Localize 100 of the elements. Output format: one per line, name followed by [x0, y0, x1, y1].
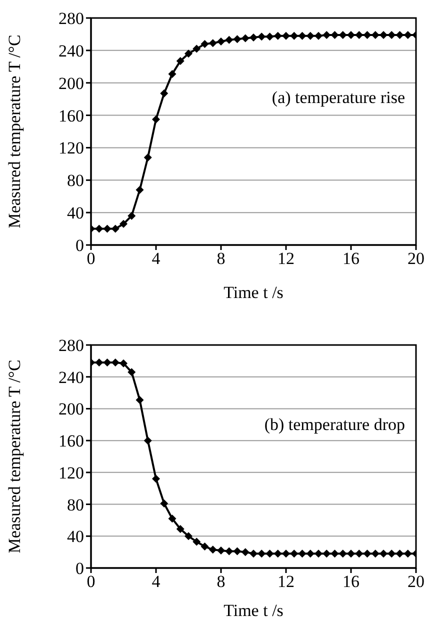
point: [396, 31, 404, 40]
point: [192, 538, 201, 546]
point: [330, 550, 339, 558]
point: [160, 89, 168, 98]
y-axis-title: Measured temperature T /°C: [5, 360, 24, 554]
x-tick-label: 12: [278, 249, 294, 268]
point: [95, 358, 104, 367]
point: [274, 550, 282, 558]
point: [200, 542, 209, 550]
point: [233, 547, 242, 556]
point: [160, 499, 168, 508]
point: [380, 550, 388, 558]
point: [322, 550, 331, 558]
point: [306, 32, 314, 40]
point: [168, 514, 176, 523]
point: [250, 550, 258, 558]
point: [217, 38, 225, 46]
point: [152, 115, 160, 124]
point: [192, 44, 201, 53]
point: [168, 70, 176, 78]
point: [404, 31, 412, 40]
y-tick-label: 120: [58, 138, 84, 158]
annotation: (a) temperature rise: [272, 88, 405, 108]
point: [314, 550, 322, 558]
point: [355, 550, 364, 558]
x-tick-label: 16: [342, 249, 360, 268]
point: [347, 550, 355, 558]
y-tick-label: 200: [58, 400, 84, 419]
point: [371, 31, 380, 40]
point: [208, 546, 217, 554]
y-tick-label: 0: [76, 236, 84, 256]
y-tick-label: 280: [58, 336, 84, 356]
point: [176, 56, 184, 65]
point: [225, 36, 234, 44]
point: [258, 32, 266, 41]
point: [217, 546, 225, 554]
point: [371, 550, 380, 558]
x-tick-label: 16: [342, 572, 360, 592]
y-tick-label: 280: [58, 9, 84, 28]
point: [103, 224, 112, 233]
x-tick-label: 4: [152, 572, 161, 592]
point: [128, 212, 136, 220]
point: [136, 186, 144, 194]
x-tick-label: 20: [408, 572, 424, 592]
point: [152, 474, 160, 483]
point: [250, 33, 258, 42]
x-tick-label: 4: [152, 249, 161, 268]
point: [322, 31, 331, 40]
x-axis-title: Time t /s: [224, 601, 284, 618]
y-tick-label: 40: [67, 204, 84, 223]
point: [200, 40, 209, 48]
point: [282, 32, 290, 40]
point: [298, 550, 306, 558]
x-axis-title: Time t /s: [224, 283, 284, 302]
point: [338, 550, 347, 558]
y-axis-title: Measured temperature T /°C: [5, 34, 24, 228]
y-tick-label: 160: [58, 106, 84, 126]
point: [241, 34, 250, 42]
point: [241, 548, 250, 556]
annotation: (b) temperature drop: [264, 415, 405, 435]
point: [95, 224, 104, 233]
point: [258, 550, 266, 558]
y-tick-label: 240: [58, 41, 84, 60]
x-tick-label: 8: [216, 572, 226, 592]
x-tick-label: 20: [408, 249, 424, 268]
point: [128, 368, 136, 376]
point: [380, 31, 388, 40]
point: [144, 436, 152, 445]
point: [225, 547, 234, 556]
point: [355, 31, 364, 40]
y-tick-label: 160: [58, 432, 84, 451]
point: [120, 220, 128, 228]
point: [404, 550, 412, 558]
point: [184, 532, 192, 540]
point: [298, 32, 306, 40]
point: [120, 359, 128, 368]
point: [290, 32, 298, 40]
point: [347, 31, 355, 40]
y-tick-label: 80: [67, 171, 84, 190]
point: [282, 550, 290, 558]
point: [266, 550, 274, 558]
point: [396, 550, 404, 558]
point: [363, 550, 372, 558]
point: [103, 358, 112, 367]
point: [144, 153, 152, 162]
point: [208, 39, 217, 48]
point: [330, 31, 339, 40]
y-tick-label: 200: [58, 74, 84, 93]
point: [266, 32, 274, 41]
point: [184, 50, 192, 58]
point: [388, 550, 396, 558]
point: [111, 224, 120, 233]
point: [233, 35, 242, 44]
point: [274, 32, 282, 40]
point: [176, 524, 184, 533]
point: [388, 31, 396, 40]
point: [136, 396, 144, 404]
y-tick-label: 40: [67, 527, 84, 546]
point: [314, 32, 322, 40]
y-tick-label: 120: [58, 463, 84, 482]
